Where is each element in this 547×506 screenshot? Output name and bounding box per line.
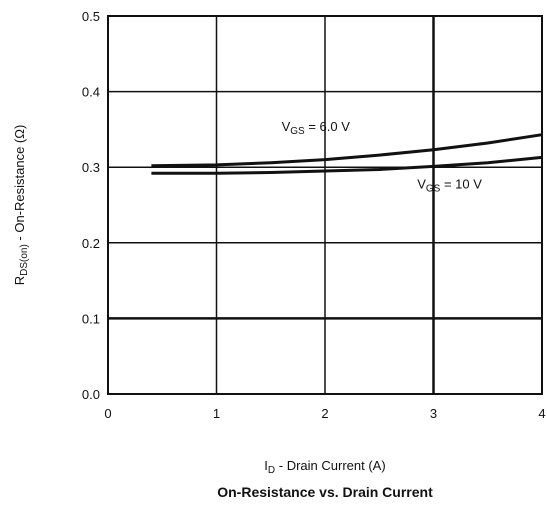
series-label-1: VGS = 10 V bbox=[417, 176, 482, 194]
x-tick-label: 3 bbox=[430, 406, 437, 421]
x-tick-label: 0 bbox=[104, 406, 111, 421]
y-tick-label: 0.2 bbox=[82, 236, 100, 251]
y-tick-label: 0.5 bbox=[82, 9, 100, 24]
x-tick-label: 1 bbox=[213, 406, 220, 421]
x-tick-labels: 0 1 2 3 4 bbox=[104, 406, 545, 421]
series-lines bbox=[151, 133, 543, 175]
series-line-0 bbox=[151, 133, 543, 168]
plot-frame bbox=[107, 15, 543, 395]
x-tick-label: 2 bbox=[321, 406, 328, 421]
grid bbox=[107, 15, 543, 395]
series-line-1 bbox=[151, 155, 543, 175]
y-tick-labels: 0.0 0.1 0.2 0.3 0.4 0.5 bbox=[82, 9, 100, 402]
series-labels: VGS = 6.0 V VGS = 10 V bbox=[282, 119, 483, 194]
x-tick-label: 4 bbox=[538, 406, 545, 421]
chart-title: On-Resistance vs. Drain Current bbox=[217, 484, 433, 500]
y-tick-label: 0.3 bbox=[82, 160, 100, 175]
series-label-0: VGS = 6.0 V bbox=[282, 119, 351, 137]
y-tick-label: 0.0 bbox=[82, 387, 100, 402]
y-tick-label: 0.4 bbox=[82, 85, 100, 100]
y-axis-label: RDS(on) - On-Resistance (Ω) bbox=[12, 125, 30, 286]
y-tick-label: 0.1 bbox=[82, 311, 100, 326]
x-axis-label: ID - Drain Current (A) bbox=[264, 458, 385, 476]
